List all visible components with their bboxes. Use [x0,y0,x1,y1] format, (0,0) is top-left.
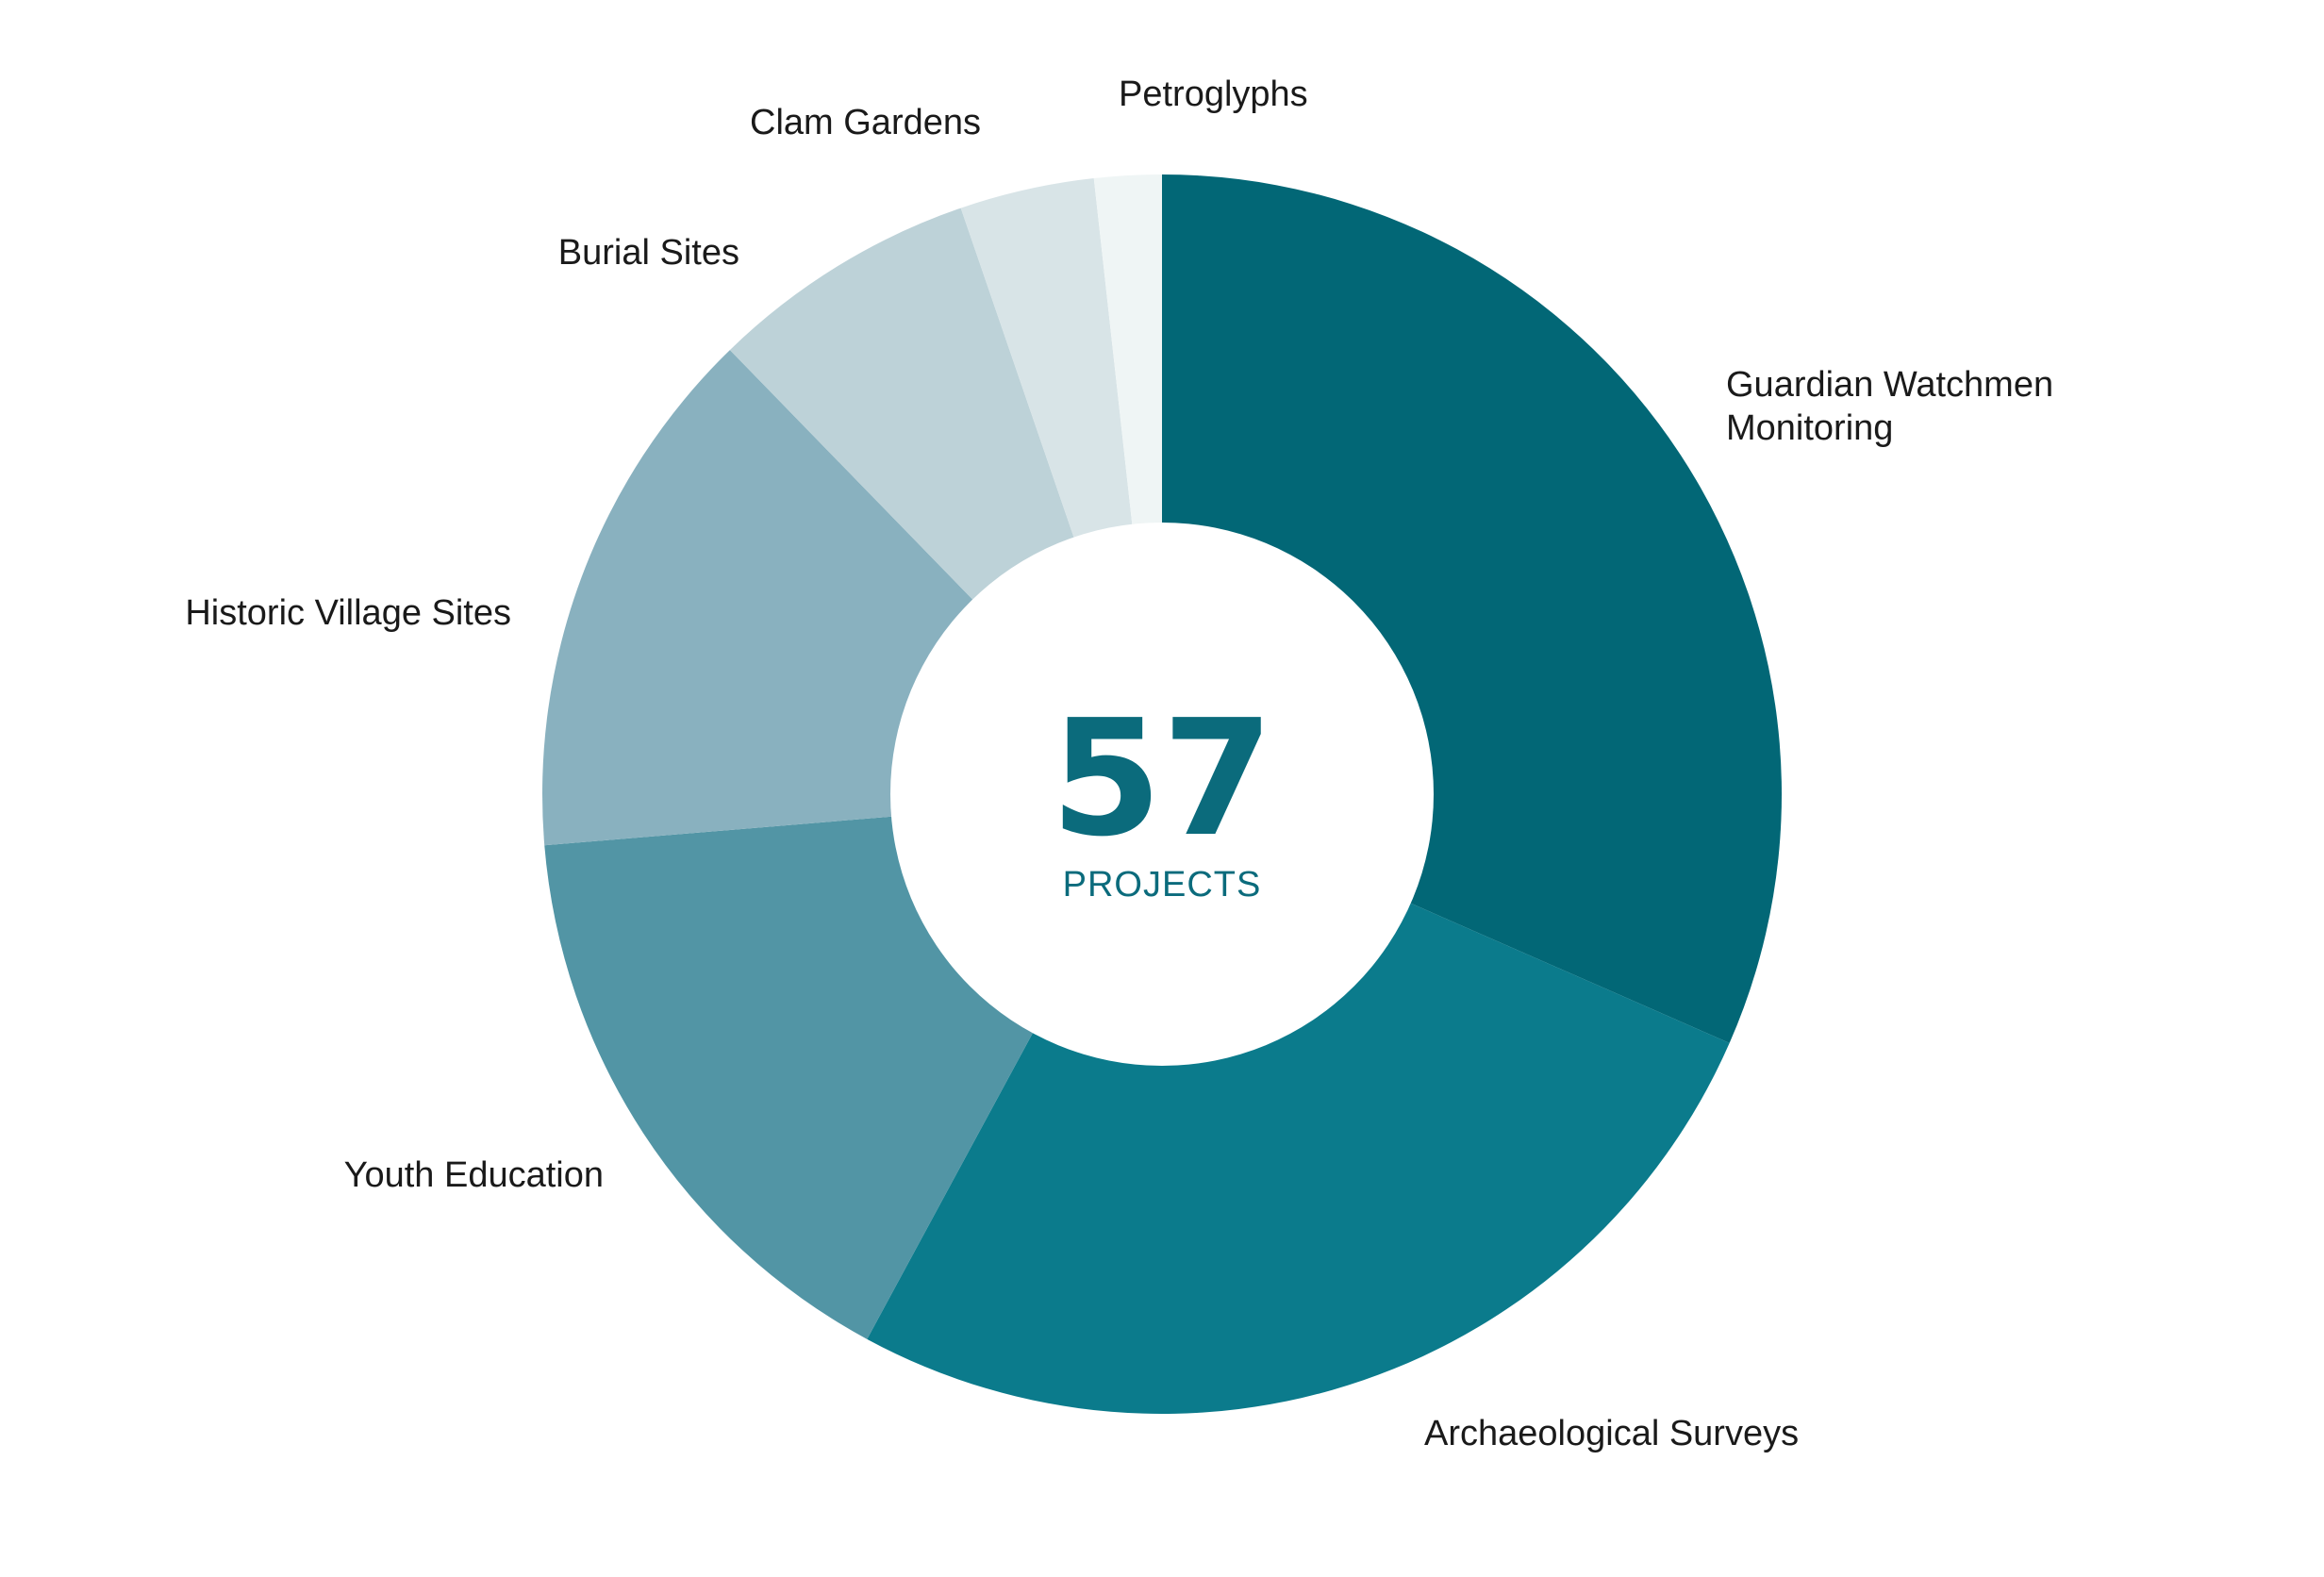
slice-label-5: Clam Gardens [750,103,981,142]
slice-label-0: Guardian Watchmen Monitoring [1726,365,2053,448]
slice-label-1: Archaeological Surveys [1424,1414,1799,1453]
slice-label-line: Historic Village Sites [185,593,511,633]
slice-label-line: Clam Gardens [750,103,981,142]
slice-label-line: Burial Sites [558,233,739,273]
slice-label-2: Youth Education [344,1155,604,1195]
slice-label-line: Petroglyphs [1119,75,1308,114]
slice-label-4: Burial Sites [558,233,739,273]
slice-label-line: Monitoring [1726,408,1893,448]
slice-label-line: Archaeological Surveys [1424,1414,1799,1453]
label-group: Guardian Watchmen Monitoring Archaeologica… [185,75,2053,1453]
slice-label-6: Petroglyphs [1119,75,1308,114]
slice-label-line: Youth Education [344,1155,604,1195]
center-value: 57 [1051,686,1274,872]
center-label: PROJECTS [1063,865,1262,905]
slice-label-3: Historic Village Sites [185,593,511,633]
donut-hole [890,523,1434,1066]
slice-label-line: Guardian Watchmen [1726,365,2053,405]
